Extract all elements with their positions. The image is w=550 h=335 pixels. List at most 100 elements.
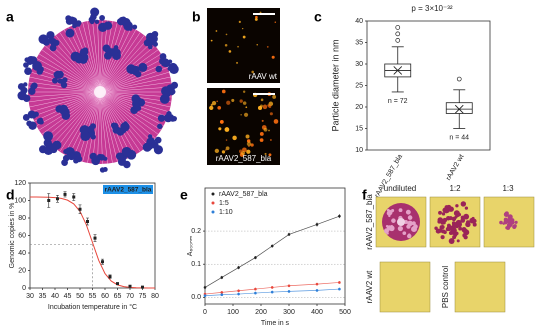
particle-spot — [224, 127, 230, 132]
y-axis-label: Particle diameter in nm — [330, 39, 340, 131]
y-tick-label: 100 — [14, 197, 26, 204]
capsid-protein — [117, 157, 127, 166]
capsid-protein — [148, 37, 154, 43]
lysis-spot — [460, 201, 467, 207]
lysis-spot — [435, 228, 441, 234]
capsid-protein — [139, 65, 145, 71]
capsid-fiber — [82, 22, 101, 93]
capsid-fiber — [48, 91, 101, 143]
particle-spot — [259, 138, 264, 142]
particle-spot — [237, 45, 239, 48]
lysis-spot — [386, 225, 392, 231]
capsid-fiber — [99, 91, 149, 146]
y-tick-label: 120 — [14, 180, 26, 187]
row-label: rAAV2 wt — [365, 270, 374, 304]
x-axis-label: Time in s — [261, 320, 290, 327]
y-tick-label: 40 — [18, 250, 26, 257]
particle-spot — [225, 149, 227, 151]
particle-spot — [250, 143, 254, 147]
x-tick-label: 50 — [76, 293, 84, 300]
data-point — [254, 256, 257, 259]
capsid-fiber — [34, 62, 101, 93]
capsid-protein — [23, 82, 28, 87]
capsid-protein — [58, 78, 65, 85]
capsid-protein — [80, 131, 91, 142]
capsid-fiber — [99, 29, 137, 93]
capsid-protein — [166, 111, 172, 117]
lysis-spot — [505, 226, 509, 230]
data-point — [254, 291, 257, 295]
data-point — [315, 223, 319, 226]
column-label: 1:3 — [502, 184, 514, 193]
x-tick-label: 65 — [114, 293, 122, 300]
lysis-spot — [407, 215, 413, 220]
particle-spot — [260, 98, 264, 102]
lysis-spot — [391, 209, 395, 213]
lysis-spot — [440, 235, 445, 240]
data-point — [338, 287, 341, 291]
particle-spot — [217, 105, 222, 110]
y-tick-label: 80 — [18, 215, 26, 222]
particle-spot — [264, 152, 267, 155]
capsid-fiber — [55, 35, 101, 93]
particle-spot — [239, 149, 243, 154]
data-point — [203, 286, 207, 289]
capsid-fiber — [97, 20, 101, 93]
capsid-protein — [36, 117, 44, 125]
capsid-protein — [129, 69, 135, 74]
particle-spot — [245, 134, 250, 139]
particle-spot — [225, 33, 228, 36]
capsid-protein — [157, 114, 166, 122]
data-point — [315, 289, 319, 292]
lysis-spot — [441, 229, 446, 234]
column-label: 1:2 — [449, 184, 461, 193]
particle-spot — [209, 105, 214, 111]
lysis-spot — [514, 220, 518, 224]
data-point — [141, 285, 144, 289]
lysis-spot — [507, 223, 511, 227]
capsid-fiber — [99, 91, 108, 164]
lysis-spot — [464, 206, 469, 210]
particle-spot — [221, 150, 226, 154]
panel-label: e — [180, 187, 188, 203]
x-tick-label: 0 — [203, 309, 207, 316]
data-point — [270, 244, 274, 248]
capsid-center — [94, 86, 106, 98]
x-tick-label: 300 — [283, 309, 295, 316]
capsid-fiber — [28, 86, 101, 93]
capsid-fiber — [99, 38, 149, 93]
lysis-spot — [458, 226, 462, 230]
category-label: rAAV2 wt — [445, 153, 465, 181]
capsid-protein — [151, 141, 159, 149]
x-tick-label: 60 — [101, 293, 109, 300]
capsid-fiber — [92, 91, 101, 164]
capsid-fiber — [99, 91, 113, 163]
capsid-protein — [99, 15, 105, 21]
data-point — [128, 284, 132, 288]
particle-spot — [242, 27, 244, 30]
y-tick-label: 0 — [22, 285, 26, 292]
y-tick-label: 0.2 — [191, 228, 201, 235]
lysis-spot — [407, 223, 411, 227]
particle-spot — [270, 139, 272, 141]
capsid-fiber — [99, 67, 168, 93]
capsid-protein — [121, 18, 131, 27]
particle-spot — [266, 45, 269, 48]
outlier — [395, 31, 401, 37]
panel-label: c — [314, 9, 322, 25]
capsid-protein — [142, 142, 152, 152]
capsid-fiber — [99, 91, 118, 162]
capsid-protein — [120, 122, 130, 132]
capsid-fiber — [92, 20, 101, 93]
data-point — [287, 284, 291, 288]
particle-spot — [228, 50, 232, 53]
capsid-fiber — [99, 91, 103, 164]
capsid-fiber — [38, 53, 101, 93]
capsid-fiber — [29, 91, 101, 108]
capsid-protein — [152, 41, 158, 47]
capsid-fiber — [99, 41, 152, 93]
lysis-spot — [507, 214, 513, 220]
lysis-spot — [448, 238, 455, 244]
capsid-fiber — [32, 91, 101, 117]
capsid-fiber — [99, 91, 137, 155]
